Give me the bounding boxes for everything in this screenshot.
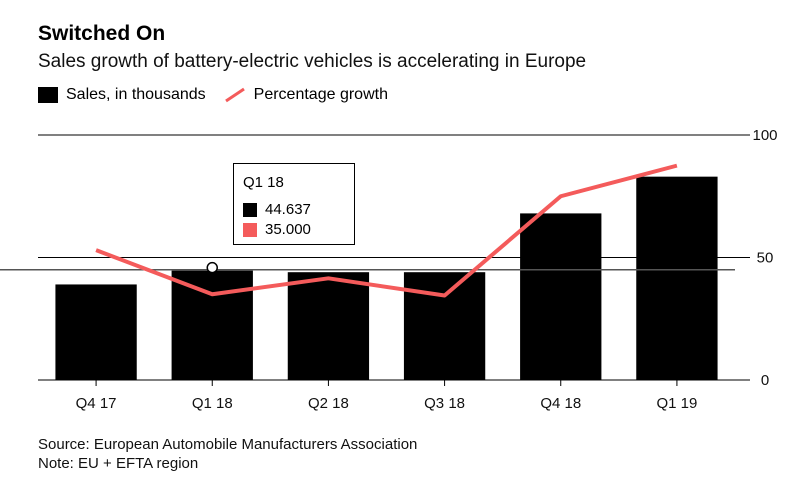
legend-line-swatch: [224, 87, 246, 103]
legend-item-sales[interactable]: Sales, in thousands: [38, 86, 206, 104]
x-tick-label: Q4 18: [540, 395, 581, 412]
bar: [287, 272, 370, 380]
bar: [55, 284, 137, 380]
tooltip-row-sales: 44.637: [243, 201, 311, 218]
x-tick-label: Q3 18: [424, 395, 465, 412]
tooltip-bar-value: 44.637: [265, 201, 311, 218]
source-note: Source: European Automobile Manufacturer…: [38, 436, 418, 453]
tooltip-bar-swatch: [243, 202, 257, 217]
x-tick-label: Q1 19: [656, 395, 697, 412]
tooltip-title: Q1 18: [243, 174, 284, 191]
y-tick-label: 50: [757, 250, 774, 267]
x-tick-label: Q4 17: [76, 395, 117, 412]
growth-line: [95, 163, 678, 298]
bar: [403, 272, 486, 380]
x-tick-label: Q1 18: [192, 395, 233, 412]
x-tick-label: Q2 18: [308, 395, 349, 412]
y-tick-label: 100: [752, 127, 777, 144]
legend-growth-label: Percentage growth: [253, 86, 388, 103]
tooltip: Q1 18 44.637 35.000: [233, 163, 355, 245]
legend-item-growth[interactable]: Percentage growth: [224, 86, 388, 104]
bar: [636, 176, 718, 380]
chart-subtitle: Sales growth of battery-electric vehicle…: [38, 51, 587, 72]
tooltip-row-growth: 35.000: [243, 221, 311, 238]
region-note: Note: EU + EFTA region: [38, 455, 199, 472]
y-tick-label: 0: [761, 372, 769, 389]
bar: [171, 270, 253, 380]
legend: Sales, in thousands Percentage growth: [38, 86, 406, 104]
highlight-marker: [206, 261, 218, 274]
tooltip-line-swatch: [243, 222, 257, 237]
chart-title: Switched On: [38, 22, 166, 45]
legend-sales-label: Sales, in thousands: [66, 86, 206, 103]
tooltip-line-value: 35.000: [265, 221, 311, 238]
bar: [520, 213, 602, 380]
legend-bar-swatch: [38, 87, 58, 103]
